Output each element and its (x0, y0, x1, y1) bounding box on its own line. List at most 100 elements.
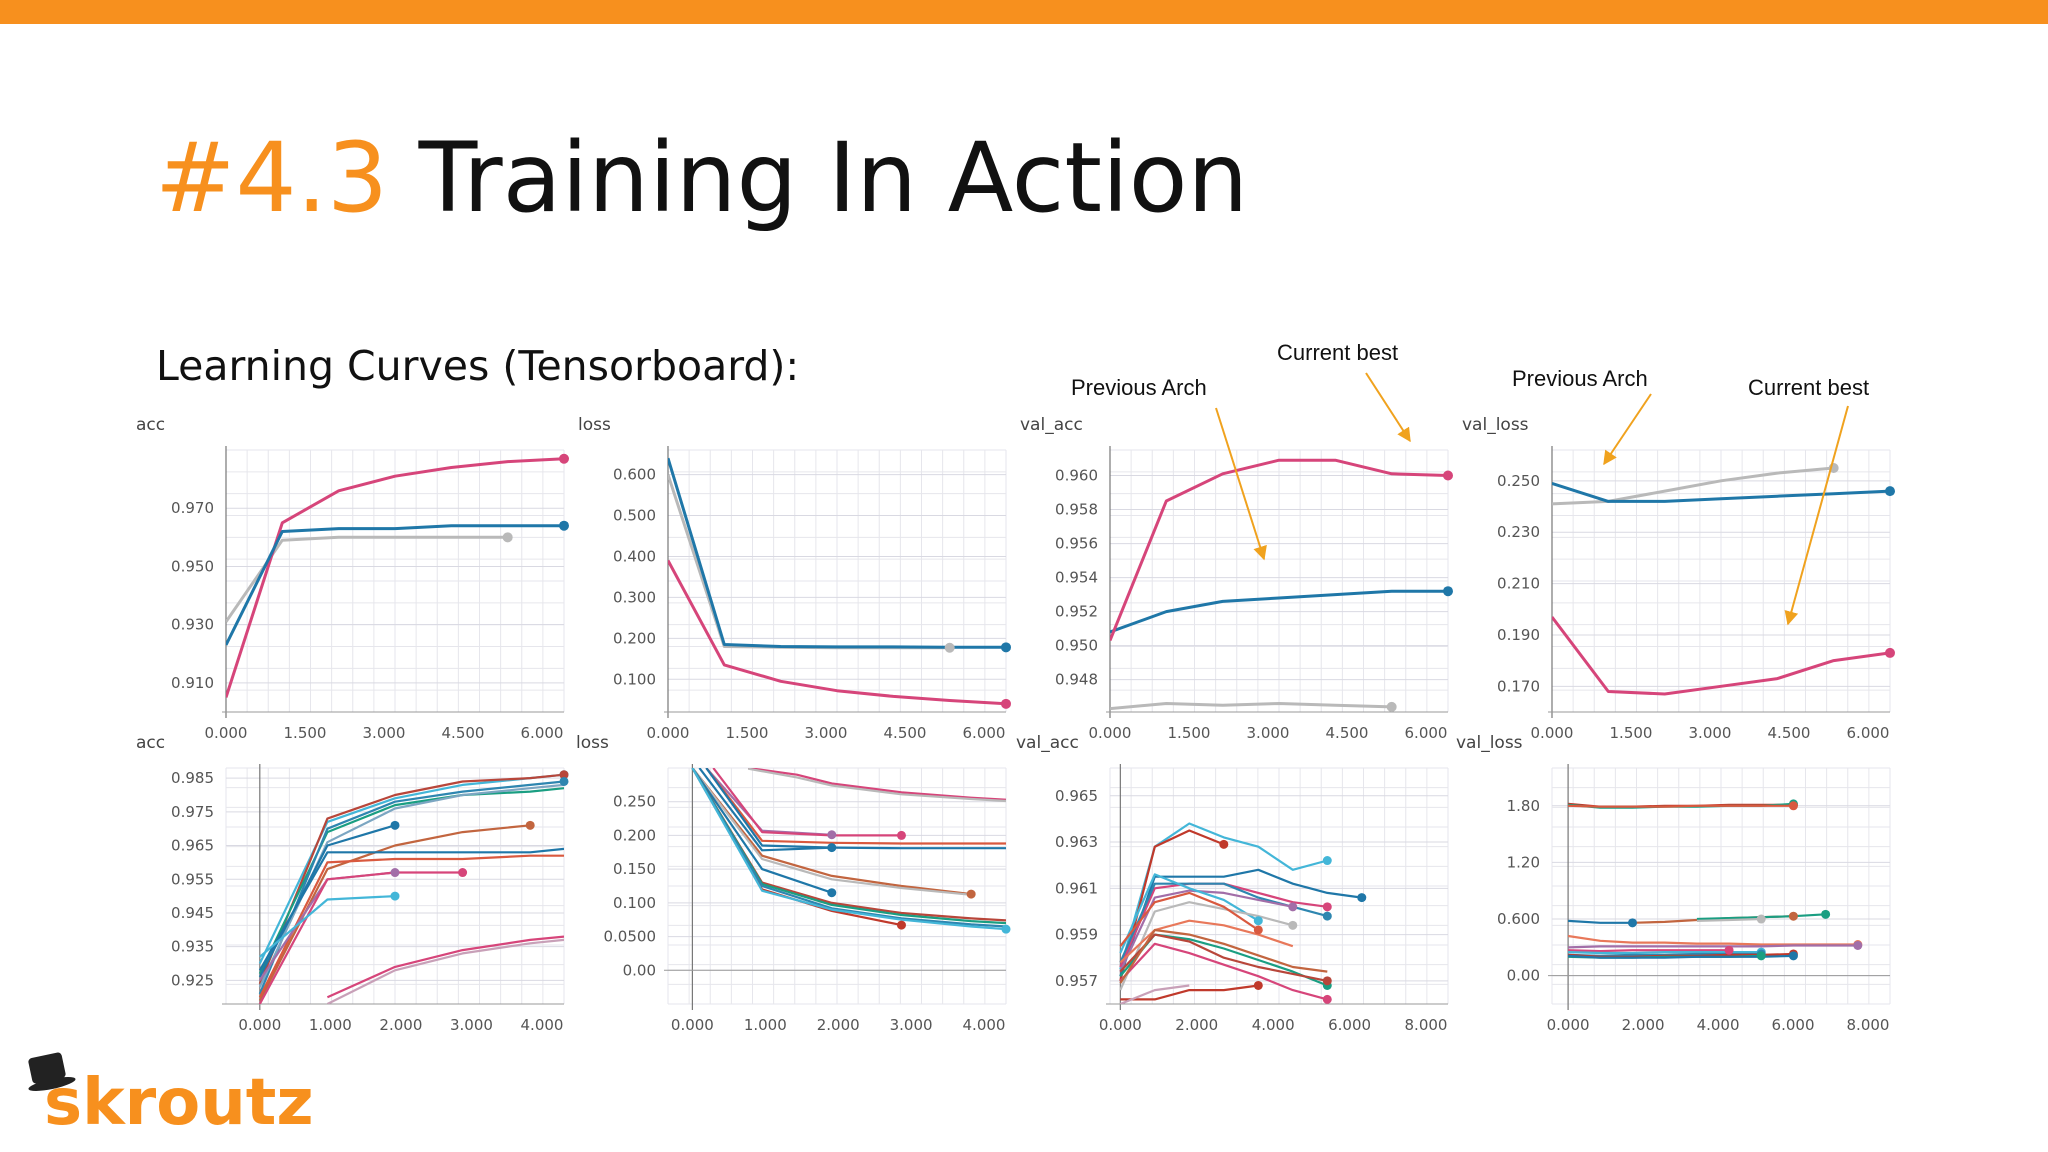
series-endpoint-run-6 (1288, 902, 1298, 912)
arrow-val-loss-current-best (1784, 405, 1849, 626)
top-hat-icon (28, 1052, 76, 1091)
series-endpoint-current-best (1443, 470, 1453, 481)
y-tick-label: 0.965 (1055, 787, 1098, 805)
y-tick-label: 0.954 (1055, 569, 1098, 587)
series-line-run-9 (258, 854, 564, 998)
x-tick-label: 0.000 (1531, 724, 1574, 742)
y-tick-label: 0.300 (613, 588, 656, 606)
series-endpoint-run-2 (559, 770, 569, 780)
series-line-current-best (1110, 458, 1448, 642)
series-line-intermediate (1552, 481, 1890, 503)
y-tick-label: 0.600 (613, 466, 656, 484)
y-tick-label: 0.956 (1055, 535, 1098, 553)
series-endpoint-previous-arch (944, 642, 955, 653)
series-endpoint-run-5 (1788, 911, 1798, 921)
chart-title: val_acc (1016, 733, 1079, 753)
slide-title: #4.3 Training In Action (155, 118, 1248, 238)
y-tick-label: 0.930 (171, 616, 214, 634)
y-tick-label: 0.935 (171, 938, 214, 956)
y-tick-label: 0.985 (171, 769, 214, 787)
series-group (1110, 458, 1448, 711)
series-endpoint-run-1 (1322, 856, 1332, 866)
grid-lines (225, 449, 565, 713)
y-tick-label: 0.170 (1497, 677, 1540, 695)
skroutz-logo: skroutz (28, 1052, 314, 1130)
series-line-run-7 (698, 768, 832, 852)
series-endpoint-current-best (1001, 698, 1011, 709)
x-tick-label: 6.000 (1328, 1016, 1371, 1034)
grid-lines (1109, 767, 1449, 1005)
y-tick-label: 0.400 (613, 547, 656, 565)
series-line-run-9 (1119, 891, 1259, 947)
x-tick-label: 6.000 (521, 724, 564, 742)
series-endpoint-run-2 (1219, 839, 1229, 849)
y-tick-label: 1.20 (1507, 853, 1540, 871)
x-tick-label: 4.000 (1697, 1016, 1740, 1034)
x-tick-label: 1.000 (309, 1016, 352, 1034)
grid-lines (1551, 767, 1891, 1005)
series-endpoint-run-3 (1788, 801, 1798, 811)
x-tick-label: 3.000 (363, 724, 406, 742)
series-line-run-8 (691, 768, 972, 896)
series-line-run-14 (691, 768, 1006, 928)
series-endpoint-run-4 (559, 776, 569, 786)
x-tick-label: 2.000 (1622, 1016, 1665, 1034)
series-group (226, 457, 564, 698)
series-line-run-4 (712, 768, 902, 837)
x-tick-label: 6.000 (1847, 724, 1890, 742)
series-line-current-best (668, 559, 1006, 706)
y-tick-label: 0.950 (171, 557, 214, 575)
series-line-current-best (226, 457, 564, 698)
series-line-run-2 (747, 768, 1006, 803)
slide-subtitle: Learning Curves (Tensorboard): (156, 342, 800, 390)
series-endpoint-run-4 (1322, 902, 1332, 912)
series-endpoint-run-14 (1756, 951, 1766, 961)
y-tick-label: 0.925 (171, 971, 214, 989)
y-tick-label: 0.100 (613, 670, 656, 688)
series-line-current-best (1552, 616, 1890, 696)
y-tick-label: 0.600 (1497, 910, 1540, 928)
series-group (258, 773, 564, 1004)
series-endpoint-run-6 (390, 820, 400, 830)
y-tick-label: 0.970 (171, 499, 214, 517)
x-tick-label: 0.000 (647, 724, 690, 742)
series-endpoint-run-9 (1253, 925, 1263, 935)
series-endpoint-current-best (559, 453, 569, 464)
chart-6-loss: loss 0.00 0.0500 0.100 0.150 0.200 0.250 0.000 1… (576, 733, 1011, 1034)
y-tick-label: 0.190 (1497, 626, 1540, 644)
series-endpoint-run-13 (896, 920, 906, 930)
series-line-run-16 (1119, 984, 1190, 1004)
arrow-val-acc-previous-arch (1215, 407, 1267, 561)
x-tick-label: 3.000 (450, 1016, 493, 1034)
series-endpoint-run-7 (1756, 914, 1766, 924)
series-line-run-13 (1119, 942, 1328, 1001)
grid-lines (667, 767, 1007, 1005)
x-tick-label: 4.500 (1326, 724, 1369, 742)
y-tick-label: 0.945 (171, 904, 214, 922)
series-endpoint-run-15 (1001, 924, 1011, 934)
y-tick-label: 0.150 (613, 860, 656, 878)
y-tick-label: 0.975 (171, 803, 214, 821)
y-tick-label: 0.230 (1497, 523, 1540, 541)
x-tick-label: 6.000 (963, 724, 1006, 742)
val-acc-previous-arch-label: Previous Arch (1071, 375, 1207, 400)
y-tick-label: 0.952 (1055, 603, 1098, 621)
series-line-run-11 (1119, 933, 1328, 987)
series-line-run-4 (258, 780, 564, 995)
series-line-run-10 (1568, 949, 1729, 953)
chart-4-val-loss: val_loss 0.170 0.190 0.210 0.230 0.250 0.000 1.… (1462, 415, 1895, 742)
series-endpoint-run-10 (827, 888, 837, 898)
series-endpoint-intermediate (1001, 642, 1011, 653)
y-tick-label: 0.958 (1055, 501, 1098, 519)
series-endpoint-run-11 (458, 868, 468, 878)
chart-title: val_acc (1020, 415, 1083, 435)
x-tick-label: 0.000 (1099, 1016, 1142, 1034)
y-tick-label: 0.955 (171, 870, 214, 888)
y-tick-label: 0.961 (1055, 879, 1098, 897)
series-line-run-11 (258, 871, 463, 1004)
x-tick-label: 6.000 (1405, 724, 1448, 742)
series-endpoint-intermediate (1885, 486, 1895, 497)
series-endpoint-run-5 (1322, 911, 1332, 921)
series-line-run-12 (1119, 933, 1328, 982)
